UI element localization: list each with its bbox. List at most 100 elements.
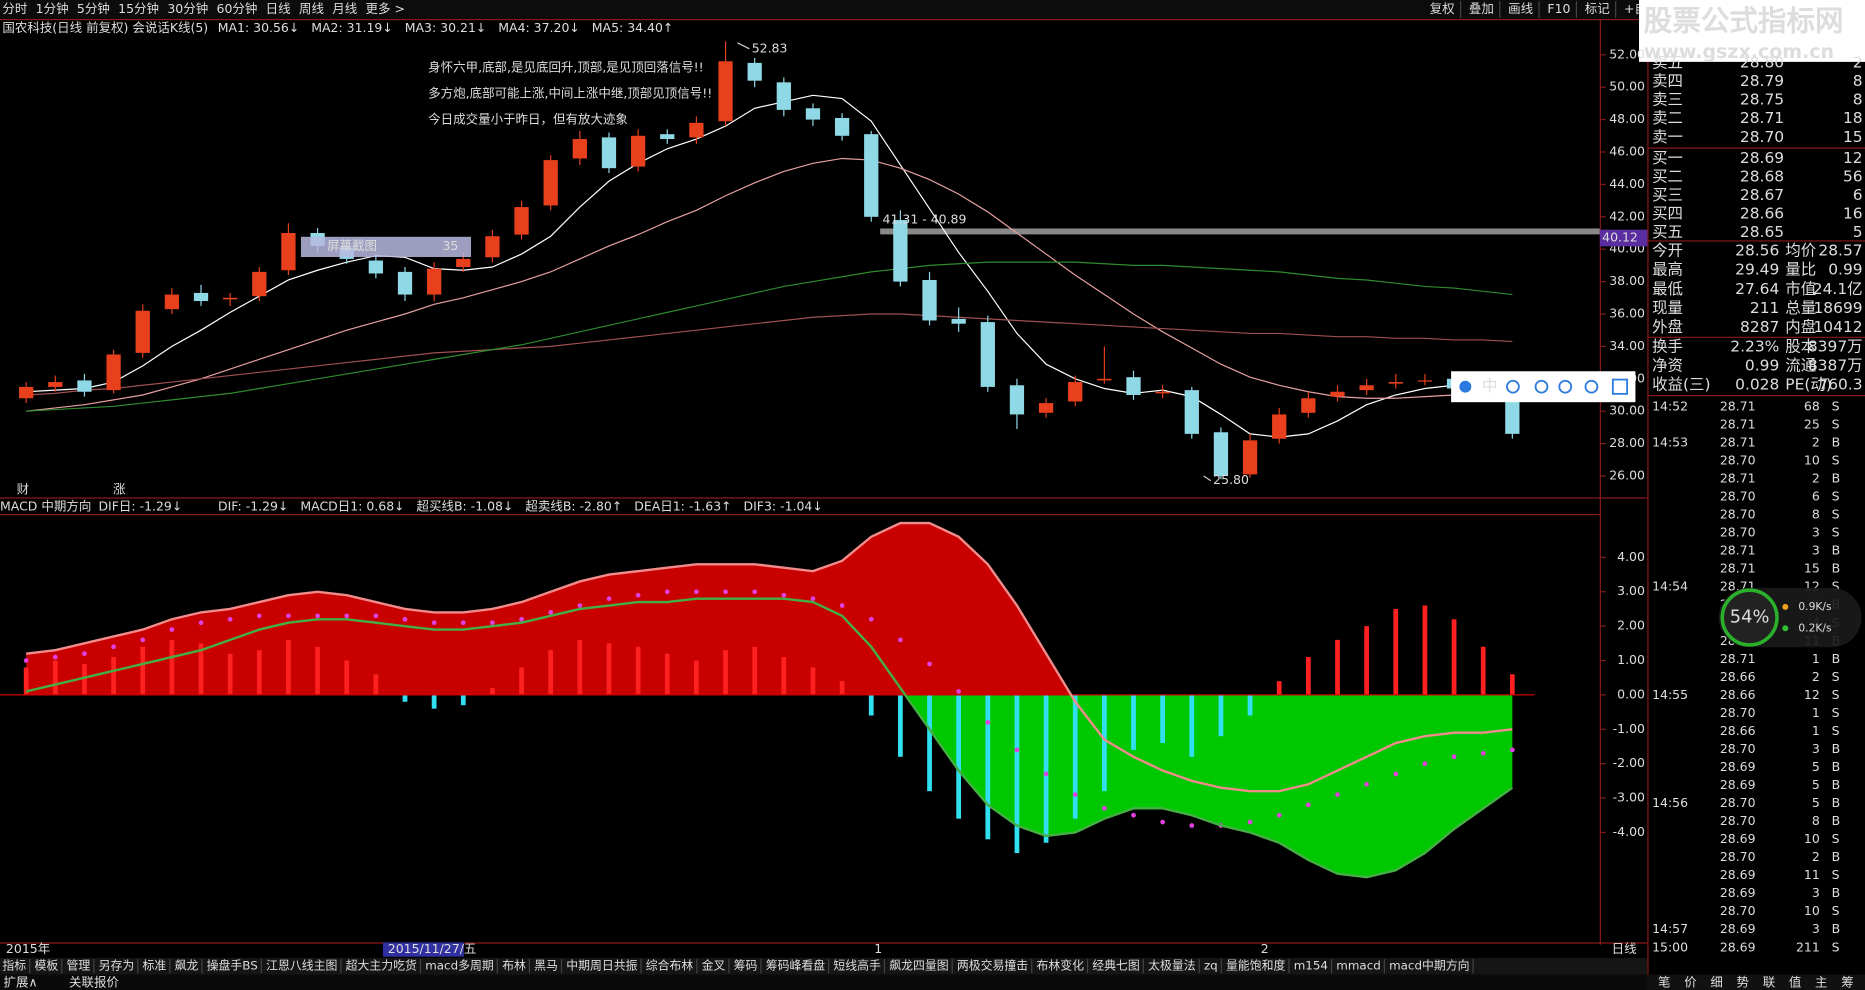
trade-price: 28.69 [1720,885,1756,900]
stat-value: 211 [1750,299,1779,317]
trade-price: 28.70 [1720,453,1756,468]
indicator-tab[interactable]: 短线高手 [833,959,881,973]
indicator-tab[interactable]: 黑马 [534,959,558,973]
indicator-tab[interactable]: 布林 [502,959,526,973]
book-volume: 12 [1843,149,1863,167]
date-highlight [382,942,464,957]
indicator-tab[interactable]: 金叉 [702,959,726,973]
date-label: 1 [874,941,882,956]
paw-icon[interactable] [1459,380,1472,393]
period-tab[interactable]: 60分钟 [217,1,258,16]
tool-button[interactable]: 标记 [1585,1,1610,16]
period-tab[interactable]: 月线 [332,1,357,16]
tool-icon[interactable] [1584,379,1599,394]
down-dot [1782,625,1789,632]
y-tick-label: 50.00 [1609,79,1645,94]
candle-body [1068,382,1083,402]
y-tick-label: 36.00 [1609,305,1645,320]
stat-value: 18699 [1813,299,1862,317]
macd-bar [752,646,758,695]
tool-button[interactable]: F10 [1547,1,1570,16]
period-tab[interactable]: 日线 [266,1,291,16]
macd-bar [1043,694,1049,843]
side-tab[interactable]: 细 [1710,974,1722,989]
indicator-tab[interactable]: 飙龙四量图 [889,959,948,973]
book-label: 卖二 [1652,109,1683,127]
indicator-tab[interactable]: 操盘手BS [207,959,258,973]
indicator-tab[interactable]: mmacd [1336,959,1380,973]
macd-bar [898,694,903,757]
footer-tab[interactable]: 扩展∧ [4,974,38,989]
macd-bar [694,660,699,695]
trade-side: S [1832,453,1840,468]
trade-volume: 15 [1804,561,1820,576]
side-tab[interactable]: 价 [1684,974,1697,989]
trade-price: 28.69 [1720,867,1756,882]
indicator-tab[interactable]: 标准 [143,959,167,973]
lang-button[interactable]: 中 [1482,377,1497,395]
tool-icon[interactable] [1558,379,1573,394]
trade-side: B [1832,921,1841,936]
period-tab[interactable]: 1分钟 [36,1,69,16]
indicator-tab[interactable]: 筹码峰看盘 [766,959,825,973]
indicator-tab[interactable]: 布林变化 [1036,959,1084,973]
indicator-tab[interactable]: 筹码 [734,959,758,973]
y-tick-label: 34.00 [1609,338,1645,353]
grid-icon[interactable] [1611,378,1629,395]
ma-line [26,313,1513,396]
side-tab[interactable]: 势 [1737,974,1749,989]
indicator-tab[interactable]: 超大主力吃货 [346,959,417,973]
stat-label: 内盘 [1785,317,1816,336]
period-tab[interactable]: 周线 [299,1,324,16]
indicator-tab[interactable]: 江恩八线主图 [266,959,337,973]
indicator-tab[interactable]: macd多周期 [425,959,494,973]
side-tab[interactable]: 主 [1815,974,1827,989]
period-tab[interactable]: 30分钟 [167,1,208,16]
tool-button[interactable]: 画线 [1508,1,1533,16]
side-tab[interactable]: 笔 [1658,974,1670,989]
indicator-tab[interactable]: 两极交易撞击 [957,959,1028,973]
indicator-tab[interactable]: 中期周日共振 [566,959,637,973]
stat-label: 市值 [1785,280,1816,298]
side-tab[interactable]: 值 [1789,974,1801,989]
side-tab[interactable]: 筹 [1841,974,1853,989]
period-tab[interactable]: 分时 [2,1,27,16]
period-tab[interactable]: 15分钟 [118,1,159,16]
trade-price: 28.70 [1720,741,1756,756]
tool-icon[interactable] [1506,379,1520,394]
macd-dot [198,620,204,626]
annotation: 多方炮,底部可能上涨,中间上涨中继,顶部见顶信号!! [428,86,712,101]
indicator-tab[interactable]: 综合布林 [646,959,694,973]
book-volume: 6 [1853,186,1863,204]
macd-area-positive [26,523,1513,695]
tool-icon[interactable] [1534,379,1549,394]
indicator-tab[interactable]: 另存为 [99,959,135,973]
indicator-tab[interactable]: macd中期方向 [1389,959,1469,973]
indicator-tab[interactable]: m154 [1294,959,1328,973]
indicator-tab[interactable]: 量能饱和度 [1226,959,1285,973]
stat-value: 28.56 [1735,242,1779,260]
ma-legend: MA5: 34.40↑ [592,20,674,35]
chart-title: 国农科技(日线 前复权) 会说话K线(5) [2,20,208,35]
indicator-tab[interactable]: 经典七图 [1092,959,1139,973]
indicator-tab[interactable]: zq [1204,959,1218,973]
indicator-tab[interactable]: 飙龙 [175,959,199,973]
tool-button[interactable]: 复权 [1430,1,1455,16]
candle-body [1330,391,1345,397]
macd-bar [723,650,728,695]
ma-line [26,157,1513,412]
period-tab[interactable]: 更多 > [366,1,405,16]
macd-bar [23,667,29,695]
indicator-tab[interactable]: 模板 [34,959,58,973]
indicator-tab[interactable]: 管理 [67,959,91,973]
candle-body [223,297,238,300]
footer-tab[interactable]: 关联报价 [69,974,119,989]
side-tab[interactable]: 联 [1763,974,1776,989]
tool-button[interactable]: 叠加 [1469,1,1494,16]
period-tab[interactable]: 5分钟 [77,1,110,16]
ma-legend: MA3: 30.21↓ [405,20,487,35]
indicator-tab[interactable]: 太极量法 [1148,959,1196,973]
macd-bar [490,688,495,695]
indicator-tab[interactable]: 指标 [2,959,26,973]
macd-bar [1160,694,1166,744]
